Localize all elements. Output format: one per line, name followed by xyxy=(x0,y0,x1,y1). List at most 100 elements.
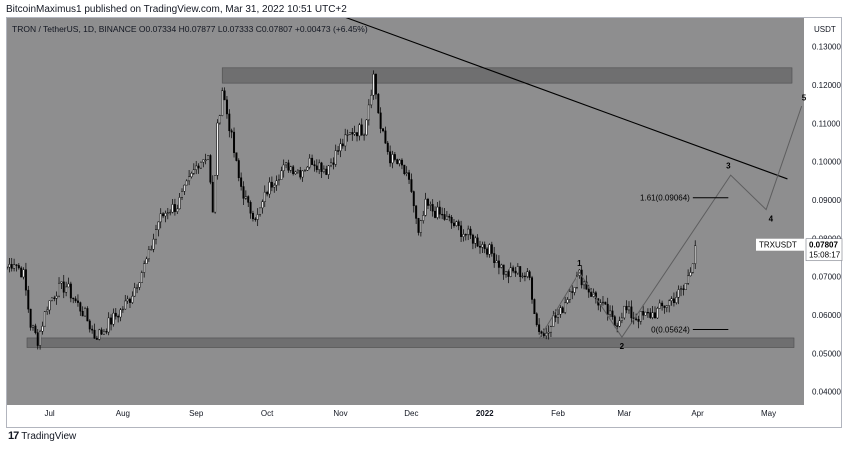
candle-body xyxy=(214,175,217,213)
candle-body xyxy=(50,297,53,301)
y-tick-label: 0.07000 xyxy=(812,273,841,282)
x-tick-label: Aug xyxy=(116,409,130,418)
price-tag-bg xyxy=(805,238,843,262)
candle-body xyxy=(457,221,460,227)
candle-body xyxy=(121,308,124,311)
candle-body xyxy=(356,132,359,137)
candle-body xyxy=(155,229,157,240)
candle-body xyxy=(637,319,640,322)
candle-body xyxy=(656,308,659,319)
y-tick-label: 0.13000 xyxy=(812,43,841,52)
candle-body xyxy=(507,271,510,277)
candle-body xyxy=(370,94,373,106)
candle-body xyxy=(344,134,347,147)
candle-body xyxy=(41,325,44,332)
candle-body xyxy=(88,320,91,330)
candle-body xyxy=(337,150,340,152)
candle-body xyxy=(292,166,295,175)
candle-body xyxy=(670,298,673,302)
candle-body xyxy=(273,184,276,188)
candle-body xyxy=(360,124,363,136)
candle-body xyxy=(233,131,236,153)
candle-body xyxy=(481,244,484,248)
candle-body xyxy=(322,168,325,172)
candle-body xyxy=(604,301,607,305)
candle-body xyxy=(500,264,503,268)
candle-body xyxy=(493,253,496,264)
candle-body xyxy=(225,99,228,115)
candle-body xyxy=(429,204,432,206)
candle-body xyxy=(540,331,543,334)
candle-body xyxy=(69,283,72,299)
candle-body xyxy=(533,299,536,314)
candle-body xyxy=(318,162,321,170)
tradingview-footer: 17 TradingView xyxy=(8,430,76,442)
candle-body xyxy=(668,300,671,306)
y-tick-label: 0.10000 xyxy=(812,158,841,167)
candle-body xyxy=(675,297,678,304)
candle-body xyxy=(531,277,534,300)
candle-body xyxy=(280,170,283,180)
x-tick-label: Mar xyxy=(617,409,631,418)
candle-body xyxy=(32,325,34,328)
candle-body xyxy=(568,291,571,300)
candle-body xyxy=(436,206,439,218)
candle-body xyxy=(625,305,628,311)
candle-body xyxy=(136,287,139,289)
candle-body xyxy=(237,160,240,179)
wave-label-5: 5 xyxy=(802,93,807,102)
candle-body xyxy=(20,267,23,278)
candle-body xyxy=(649,312,652,318)
candle-body xyxy=(559,307,562,315)
x-tick-label: Sep xyxy=(189,409,204,418)
candle-body xyxy=(389,151,392,164)
candle-body xyxy=(474,237,477,244)
candle-body xyxy=(476,237,479,247)
candle-body xyxy=(585,281,588,290)
candle-body xyxy=(235,152,238,161)
y-tick-label: 0.06000 xyxy=(812,311,841,320)
candle-body xyxy=(462,234,465,237)
candle-body xyxy=(173,204,176,212)
candle-body xyxy=(150,249,153,251)
candle-body xyxy=(620,317,623,322)
candle-body xyxy=(171,204,174,213)
candle-body xyxy=(320,162,323,172)
candle-body xyxy=(417,218,420,233)
candle-body xyxy=(450,217,453,224)
candle-body xyxy=(663,305,666,308)
candle-body xyxy=(691,263,694,273)
candle-body xyxy=(639,310,642,322)
candle-body xyxy=(583,281,586,286)
candle-body xyxy=(270,181,273,188)
candle-body xyxy=(330,162,332,167)
candle-body xyxy=(367,104,370,121)
candle-body xyxy=(86,308,89,322)
candle-body xyxy=(230,130,233,133)
candle-body xyxy=(658,302,661,309)
candle-body xyxy=(178,197,181,210)
candle-body xyxy=(39,331,42,346)
candle-body xyxy=(266,191,269,195)
candle-body xyxy=(471,234,474,244)
candle-body xyxy=(207,155,210,161)
candle-body xyxy=(422,215,425,221)
candle-body xyxy=(162,213,165,217)
candle-body xyxy=(216,122,219,176)
candle-body xyxy=(519,266,522,277)
candle-body xyxy=(448,215,451,218)
candle-body xyxy=(299,170,302,178)
wave-label-2: 2 xyxy=(620,342,625,351)
tradingview-brand[interactable]: TradingView xyxy=(21,430,77,442)
candle-body xyxy=(242,186,245,199)
candle-body xyxy=(571,291,574,293)
candle-body xyxy=(391,154,394,164)
candle-body xyxy=(43,311,46,327)
candle-body xyxy=(102,331,105,335)
candle-body xyxy=(438,206,441,215)
candle-body xyxy=(415,205,418,219)
candle-body xyxy=(131,295,134,303)
candle-body xyxy=(133,287,136,297)
candle-body xyxy=(204,159,207,161)
